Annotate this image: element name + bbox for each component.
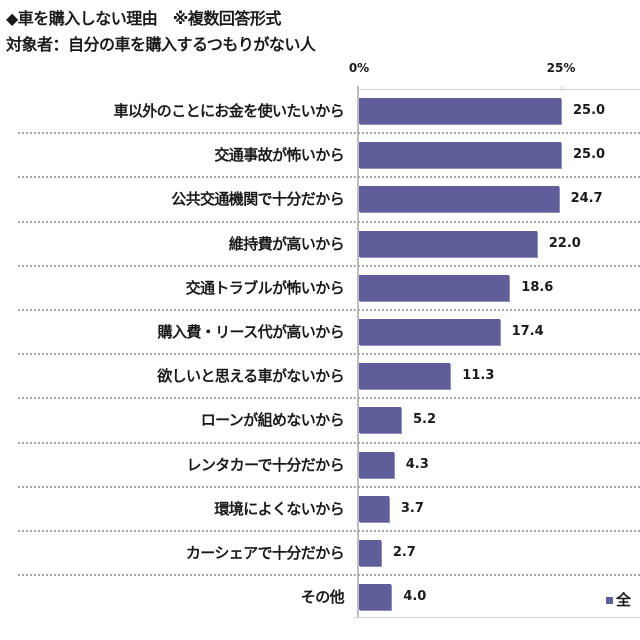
category-label: カーシェアで十分だから bbox=[185, 544, 345, 562]
row-gridline bbox=[18, 574, 640, 577]
row-gridline bbox=[18, 176, 640, 179]
category-label: 環境によくないから bbox=[214, 499, 344, 518]
bar-row: 車以外のことにお金を使いたいから 25.0 bbox=[0, 89, 640, 133]
category-label: その他 bbox=[300, 588, 345, 607]
bar-row: その他 4.0 bbox=[0, 575, 640, 619]
top-axis-line bbox=[358, 89, 640, 90]
bar-row: カーシェアで十分だから 2.7 bbox=[0, 531, 640, 575]
bar bbox=[359, 584, 392, 611]
bar-row: 環境によくないから 3.7 bbox=[0, 487, 640, 531]
bar bbox=[359, 142, 561, 169]
value-label: 25.0 bbox=[573, 103, 606, 118]
value-label: 22.0 bbox=[548, 235, 581, 251]
value-label: 5.2 bbox=[413, 412, 437, 428]
row-gridline bbox=[18, 220, 640, 223]
row-gridline bbox=[18, 309, 640, 311]
bar bbox=[359, 98, 561, 124]
bar bbox=[359, 230, 537, 257]
category-label: 交通トラブルが怖いから bbox=[185, 278, 345, 297]
legend-label: 全 bbox=[616, 591, 632, 609]
category-label: 購入費・リース代が高いから bbox=[157, 323, 345, 341]
bar-row: 公共交通機関で十分だから 24.7 bbox=[0, 177, 640, 221]
bar-row: 交通トラブルが怖いから 18.6 bbox=[0, 266, 640, 310]
category-label: 車以外のことにお金を使いたいから bbox=[113, 102, 345, 120]
bar-row: 交通事故が怖いから 25.0 bbox=[0, 133, 640, 177]
y-axis-line bbox=[357, 86, 359, 618]
bar-row: ローンが組めないから 5.2 bbox=[0, 398, 640, 442]
legend: 全 bbox=[606, 589, 631, 610]
value-label: 4.3 bbox=[405, 456, 429, 472]
row-gridline bbox=[18, 132, 640, 135]
category-label: 公共交通機関で十分だから bbox=[171, 190, 344, 209]
row-gridline bbox=[18, 441, 640, 444]
x-tick-mark bbox=[561, 86, 562, 91]
value-label: 4.0 bbox=[403, 589, 427, 605]
row-gridline bbox=[18, 353, 640, 356]
value-label: 2.7 bbox=[392, 545, 416, 560]
category-label: ローンが組めないから bbox=[200, 411, 345, 430]
bar bbox=[359, 186, 559, 213]
bar bbox=[359, 540, 381, 566]
value-label: 18.6 bbox=[521, 279, 554, 295]
value-label: 11.3 bbox=[462, 368, 495, 384]
chart-subtitle: 対象者：自分の車を購入するつもりがない人 bbox=[6, 35, 316, 54]
bar bbox=[359, 363, 451, 390]
bar bbox=[359, 319, 500, 345]
row-gridline bbox=[18, 485, 640, 488]
bar bbox=[359, 274, 510, 301]
row-gridline bbox=[18, 264, 640, 267]
chart-title: ◆車を購入しない理由 ※複数回答形式 bbox=[6, 9, 281, 28]
x-tick-label: 0% bbox=[348, 61, 370, 75]
bottom-axis-line bbox=[354, 617, 640, 618]
x-tick-label: 25% bbox=[546, 61, 576, 75]
value-label: 3.7 bbox=[400, 500, 424, 516]
category-label: 欲しいと思える車がないから bbox=[157, 367, 344, 386]
bar-row: 購入費・リース代が高いから 17.4 bbox=[0, 310, 640, 354]
category-label: 交通事故が怖いから bbox=[214, 146, 344, 165]
row-gridline bbox=[18, 530, 640, 532]
value-label: 17.4 bbox=[511, 324, 544, 339]
value-label: 25.0 bbox=[573, 147, 606, 163]
bar-row: 維持費が高いから 22.0 bbox=[0, 222, 640, 266]
value-label: 24.7 bbox=[570, 191, 603, 207]
category-label: 維持費が高いから bbox=[228, 234, 345, 253]
bar bbox=[359, 495, 389, 522]
bar bbox=[359, 407, 402, 434]
bar-row: レンタカーで十分だから 4.3 bbox=[0, 443, 640, 487]
category-label: レンタカーで十分だから bbox=[186, 455, 344, 474]
bar-row: 欲しいと思える車がないから 11.3 bbox=[0, 354, 640, 398]
legend-swatch-icon bbox=[606, 597, 613, 604]
bar bbox=[359, 451, 394, 478]
row-gridline bbox=[18, 397, 640, 400]
